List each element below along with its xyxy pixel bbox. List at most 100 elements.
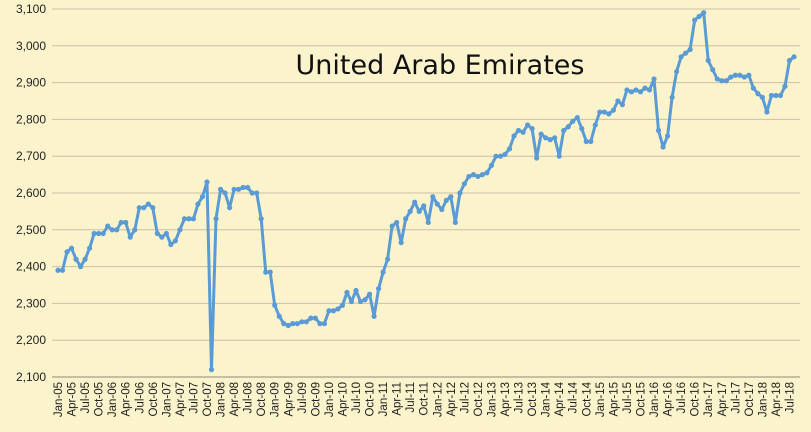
x-tick-label: Jul-14 <box>568 381 580 413</box>
data-point <box>606 111 612 117</box>
data-point <box>335 306 341 312</box>
x-tick-label: Jul-08 <box>243 382 255 413</box>
data-point <box>195 201 201 207</box>
data-point <box>773 92 779 99</box>
x-tick-label: Oct-09 <box>310 382 322 417</box>
data-point <box>150 205 156 211</box>
data-point <box>732 72 738 78</box>
data-point <box>87 245 93 251</box>
x-tick-label: Jan-11 <box>378 382 390 416</box>
data-point <box>154 230 160 237</box>
data-point <box>357 298 364 305</box>
data-point <box>443 197 449 203</box>
data-point <box>321 321 328 327</box>
x-tick-label: Apr-11 <box>392 382 404 416</box>
data-point <box>394 219 400 226</box>
data-point <box>637 89 644 95</box>
data-point <box>534 155 540 161</box>
x-tick-label: Oct-17 <box>744 382 756 417</box>
data-point <box>181 216 188 222</box>
x-tick-label: Jul-18 <box>784 382 796 413</box>
x-tick-label: Jan-05 <box>53 382 65 417</box>
data-point <box>249 190 255 196</box>
data-point <box>114 227 120 233</box>
data-point <box>77 264 84 270</box>
data-point <box>664 133 671 139</box>
data-point <box>371 313 377 319</box>
data-point <box>701 10 707 16</box>
x-tick-label: Jan-17 <box>703 382 715 417</box>
data-point <box>543 135 549 141</box>
data-point <box>145 201 151 207</box>
data-point <box>750 85 756 91</box>
x-tick-label: Jan-18 <box>757 382 769 417</box>
data-point <box>579 126 585 132</box>
data-point <box>746 72 752 78</box>
gridlines <box>52 8 800 378</box>
data-point <box>610 107 616 113</box>
data-point <box>132 227 138 233</box>
data-point <box>272 302 278 308</box>
data-point <box>466 173 472 180</box>
data-point <box>105 223 111 229</box>
x-tick-label: Oct-16 <box>690 382 702 417</box>
x-tick-label: Apr-10 <box>337 382 349 417</box>
data-point <box>177 227 183 233</box>
data-point <box>226 205 233 211</box>
data-point <box>339 302 346 308</box>
data-point <box>479 172 486 178</box>
data-point <box>127 234 133 240</box>
x-tick-label: Apr-17 <box>717 382 729 417</box>
data-point <box>263 269 269 275</box>
x-tick-label: Jul-10 <box>351 382 363 413</box>
data-point <box>511 133 517 139</box>
data-point <box>100 230 106 237</box>
data-point <box>344 289 350 295</box>
data-point <box>366 291 373 297</box>
x-tick-label: Jul-11 <box>405 382 417 412</box>
data-point <box>258 216 264 222</box>
data-point <box>493 153 499 159</box>
x-tick-label: Apr-15 <box>608 382 620 417</box>
data-point <box>678 54 684 60</box>
x-tick-label: Apr-09 <box>283 382 295 417</box>
x-tick-label: Oct-05 <box>94 382 106 417</box>
data-point <box>547 137 553 143</box>
data-point <box>791 54 797 60</box>
data-point <box>470 172 477 178</box>
data-point <box>172 238 178 244</box>
chart-title: United Arab Emirates <box>296 50 585 81</box>
data-point <box>741 74 747 80</box>
x-tick-label: Oct-10 <box>365 382 377 417</box>
x-tick-label: Apr-16 <box>663 382 675 417</box>
data-point <box>294 321 300 327</box>
data-point <box>285 322 291 329</box>
y-tick-label: 2,800 <box>16 112 46 126</box>
x-tick-label: Jul-17 <box>730 382 742 413</box>
data-point <box>412 199 418 205</box>
x-tick-label: Jul-05 <box>80 382 92 413</box>
data-point <box>389 223 395 229</box>
data-point <box>330 308 337 314</box>
data-point <box>529 126 535 132</box>
data-point <box>281 321 287 327</box>
data-point <box>240 184 246 191</box>
data-point <box>448 194 454 200</box>
data-point <box>141 205 147 211</box>
data-point <box>353 287 359 294</box>
data-point <box>506 146 513 152</box>
data-point <box>64 249 70 255</box>
data-point <box>588 138 594 145</box>
data-point <box>299 319 305 325</box>
y-tick-label: 2,600 <box>16 186 46 200</box>
data-points <box>55 10 797 373</box>
data-point <box>786 57 793 64</box>
data-point <box>452 219 458 226</box>
x-tick-label: Oct-12 <box>473 382 485 417</box>
data-point <box>755 91 761 97</box>
data-point <box>651 76 657 82</box>
data-point <box>231 186 237 192</box>
data-point <box>561 127 567 134</box>
data-point <box>759 94 765 100</box>
